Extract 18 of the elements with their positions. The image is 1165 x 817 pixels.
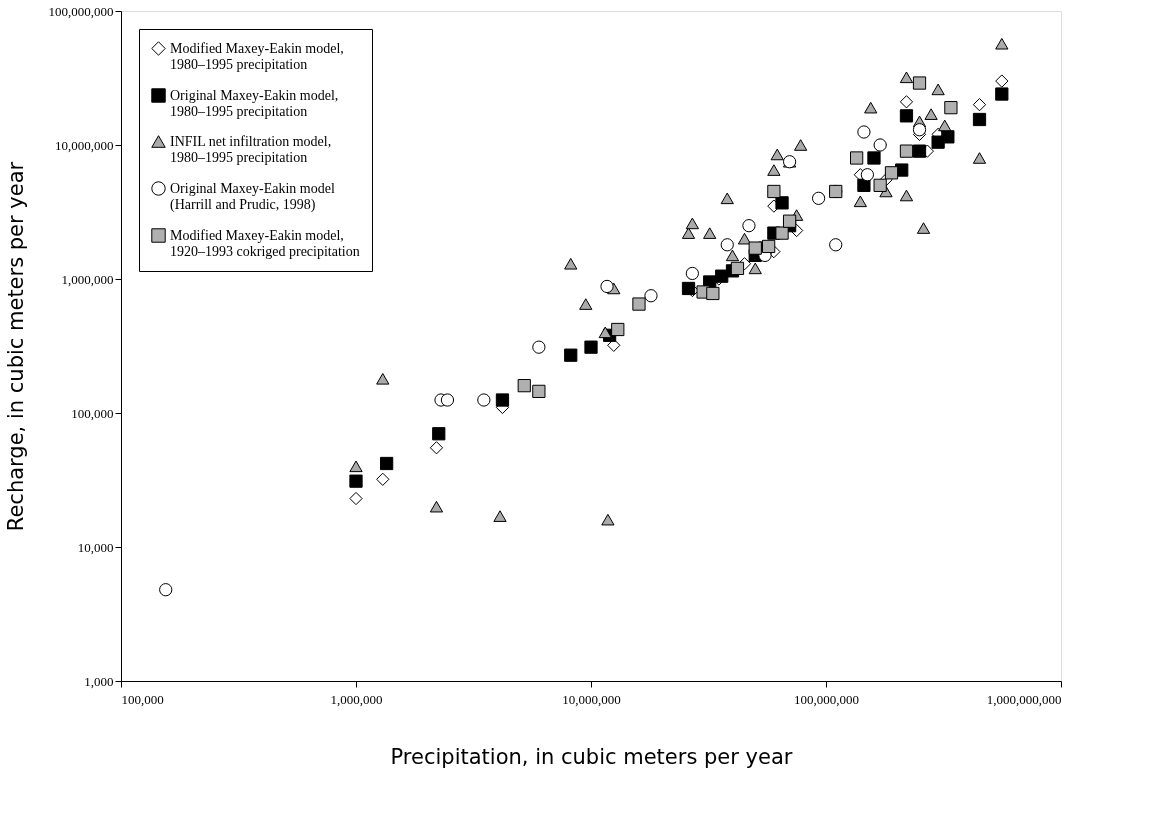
x-tick-label: 10,000,000 (562, 691, 621, 707)
y-tick-label: 100,000 (71, 405, 114, 421)
legend-label: Modified Maxey-Eakin model, 1980–1995 precipitation (170, 40, 344, 72)
legend-label: Original Maxey-Eakin model, 1980–1995 precipitation (170, 87, 339, 119)
y-tick-label: 10,000 (77, 539, 114, 555)
legend-label: Original Maxey-Eakin model (Harrill and Prudic, 1998) (170, 180, 335, 213)
y-tick-label: 1,000 (84, 673, 114, 689)
x-tick-label: 1,000,000,000 (986, 691, 1062, 707)
x-tick-label: 1,000,000 (330, 691, 383, 707)
x-tick-label: 100,000 (121, 691, 164, 707)
y-axis-title: Recharge, in cubic meters per year (3, 161, 28, 532)
legend-label: INFIL net infiltration model, 1980–1995 precipitation (170, 133, 332, 165)
x-tick-label: 100,000,000 (794, 691, 859, 707)
y-tick-label: 1,000,000 (61, 271, 114, 287)
x-axis-title: Precipitation, in cubic meters per year (390, 744, 793, 769)
y-tick-label: 10,000,000 (55, 137, 114, 153)
y-tick-label: 100,000,000 (48, 3, 114, 19)
legend-label: Modified Maxey-Eakin model, 1920–1993 cokriged precipitation (170, 227, 360, 259)
